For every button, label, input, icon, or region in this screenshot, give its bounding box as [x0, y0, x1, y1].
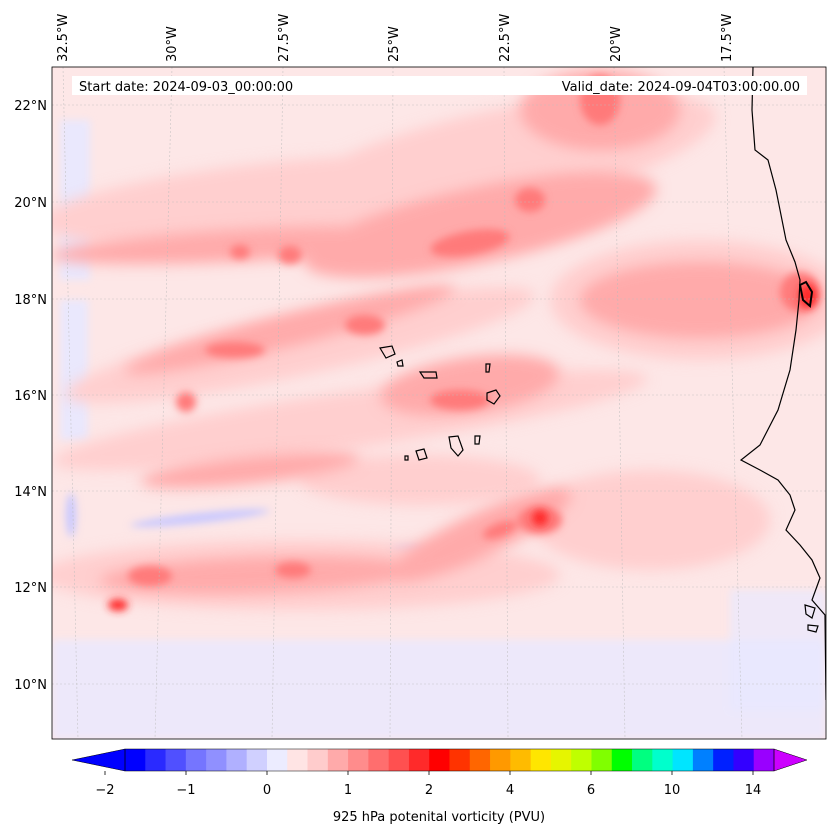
colorbar-cell	[490, 749, 511, 771]
colorbar-label: 925 hPa potenital vorticity (PVU)	[333, 810, 545, 825]
colorbar-cell	[206, 749, 227, 771]
colorbar-frame	[124, 748, 775, 772]
lon-tick-20w: 20°W	[609, 26, 624, 62]
africa-coastline	[739, 67, 826, 701]
coastline	[379, 67, 826, 701]
colorbar-cell	[165, 749, 187, 771]
longitude-ticks: 32.5°W 30°W 27.5°W 25°W 22.5°W 20°W 17.5…	[56, 14, 735, 62]
colorbar-cell	[246, 749, 268, 771]
pv-field-peak	[108, 284, 817, 611]
cbar-tick-label: −1	[176, 783, 195, 798]
lon-tick-27-5w: 27.5°W	[277, 14, 292, 62]
colorbar: −2 −1 0 1 2 4 6 10 14 925 hPa potenital …	[71, 748, 808, 825]
pv-field-blue	[52, 120, 826, 739]
lon-tick-22-5w: 22.5°W	[498, 14, 513, 62]
cape-verde-santo-antao	[379, 345, 396, 359]
colorbar-cell	[226, 749, 248, 771]
colorbar-cell	[368, 749, 390, 771]
colorbar-cell	[510, 749, 532, 771]
colorbar-cell	[145, 749, 166, 771]
map-panel	[52, 67, 826, 739]
colorbar-cell	[469, 749, 491, 771]
cbar-tick-label: 0	[263, 783, 271, 798]
colorbar-cell	[571, 749, 592, 771]
colorbar-cell	[591, 749, 613, 771]
colorbar-cell	[611, 749, 633, 771]
cape-verde-sao-nicolau	[418, 371, 438, 379]
cbar-tick-label: 2	[425, 783, 433, 798]
dakhla-headland	[798, 280, 814, 308]
annotation-box	[72, 76, 807, 95]
colorbar-over-triangle	[773, 748, 808, 772]
colorbar-cell	[652, 749, 673, 771]
cape-verde-sal	[485, 363, 491, 373]
lon-tick-32-5w: 32.5°W	[56, 14, 71, 62]
start-date-label: Start date: 2024-09-03_00:00:00	[79, 80, 293, 95]
cbar-tick-label: −2	[95, 783, 114, 798]
lon-tick-25w: 25°W	[387, 26, 402, 62]
cape-verde-brava	[404, 455, 409, 461]
cape-verde-fogo	[415, 448, 428, 461]
lon-tick-30w: 30°W	[165, 26, 180, 62]
lat-tick-12n: 12°N	[14, 581, 47, 596]
colorbar-cells	[125, 749, 775, 771]
colorbar-cell	[348, 749, 369, 771]
colorbar-cell	[449, 749, 471, 771]
cbar-tick-label: 14	[745, 783, 762, 798]
colorbar-cell	[125, 749, 146, 771]
colorbar-cell	[287, 749, 308, 771]
guinea-bissau-islands	[804, 604, 819, 633]
latitude-ticks: 22°N 20°N 18°N 16°N 14°N 12°N 10°N	[14, 99, 47, 693]
colorbar-cell	[429, 749, 450, 771]
cape-verde-boa-vista	[486, 389, 501, 405]
colorbar-cell	[327, 749, 349, 771]
lat-tick-22n: 22°N	[14, 99, 47, 114]
cape-verde-maio	[474, 435, 481, 445]
colorbar-cell	[307, 749, 329, 771]
cbar-tick-label: 1	[344, 783, 352, 798]
colorbar-cell	[753, 749, 775, 771]
lat-tick-20n: 20°N	[14, 196, 47, 211]
lat-tick-18n: 18°N	[14, 293, 47, 308]
colorbar-cell	[692, 749, 714, 771]
cbar-tick-label: 6	[587, 783, 595, 798]
lat-tick-14n: 14°N	[14, 485, 47, 500]
map-frame	[51, 66, 827, 740]
colorbar-cell	[388, 749, 410, 771]
colorbar-cell	[266, 749, 288, 771]
colorbar-ticks	[104, 771, 754, 775]
cbar-tick-label: 4	[506, 783, 514, 798]
cbar-tick-label: 10	[664, 783, 681, 798]
colorbar-cell	[550, 749, 572, 771]
colorbar-cell	[530, 749, 552, 771]
colorbar-under-triangle	[71, 748, 126, 772]
gridlines	[52, 67, 826, 739]
lat-tick-10n: 10°N	[14, 678, 47, 693]
colorbar-cell	[713, 749, 734, 771]
lon-tick-17-5w: 17.5°W	[720, 14, 735, 62]
cape-verde-sao-vicente	[396, 359, 404, 367]
lat-tick-16n: 16°N	[14, 389, 47, 404]
colorbar-cell	[733, 749, 755, 771]
colorbar-cell	[185, 749, 207, 771]
colorbar-cell	[672, 749, 694, 771]
valid-date-label: Valid_date: 2024-09-04T03:00:00.00	[562, 80, 800, 95]
cape-verde-santiago	[448, 435, 464, 457]
colorbar-cell	[632, 749, 653, 771]
colorbar-cell	[408, 749, 430, 771]
